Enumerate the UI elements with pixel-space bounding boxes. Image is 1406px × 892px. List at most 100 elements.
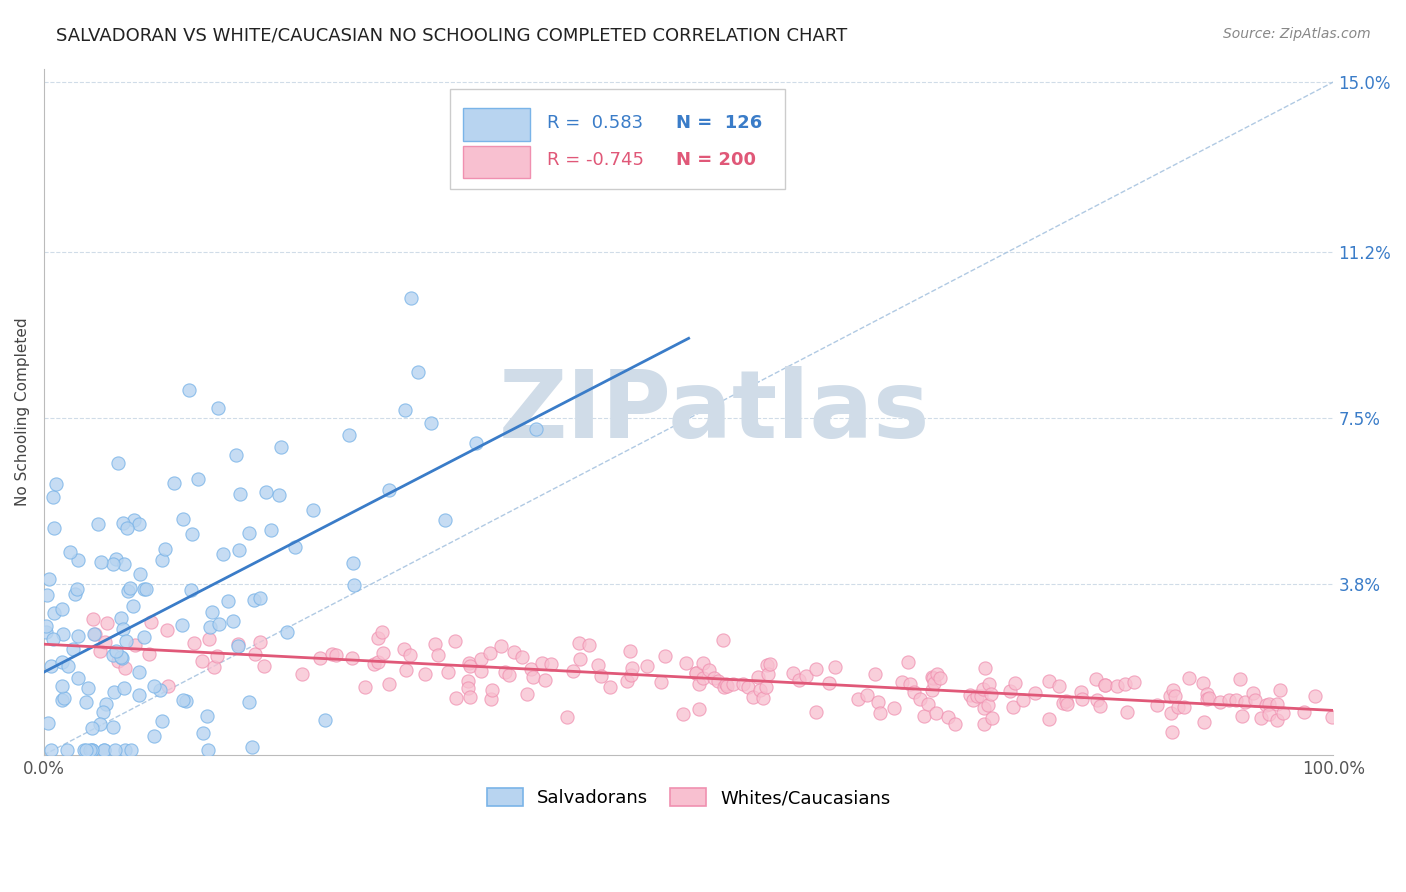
Point: [917, 697, 939, 711]
Point: [1070, 685, 1092, 699]
Point: [93, 743, 115, 757]
Point: [787, 673, 810, 687]
Point: [759, 657, 782, 671]
Point: [51, 692, 73, 706]
Point: [1167, 699, 1189, 714]
Point: [115, 521, 138, 535]
Point: [73, 743, 96, 757]
Point: [998, 684, 1021, 698]
Point: [685, 666, 707, 681]
Point: [111, 651, 134, 665]
Point: [104, 743, 127, 757]
Point: [115, 634, 138, 648]
Point: [90, 556, 112, 570]
Point: [555, 709, 578, 723]
Point: [692, 656, 714, 670]
Point: [457, 673, 479, 688]
Point: [1038, 673, 1060, 688]
Point: [711, 632, 734, 647]
Text: SALVADORAN VS WHITE/CAUCASIAN NO SCHOOLING COMPLETED CORRELATION CHART: SALVADORAN VS WHITE/CAUCASIAN NO SCHOOLI…: [56, 27, 848, 45]
Legend: Salvadorans, Whites/Caucasians: Salvadorans, Whites/Caucasians: [479, 780, 898, 814]
Point: [1197, 692, 1219, 706]
Point: [973, 717, 995, 731]
Point: [883, 700, 905, 714]
Point: [117, 583, 139, 598]
Point: [107, 456, 129, 470]
Point: [927, 666, 949, 681]
Point: [112, 622, 135, 636]
Point: [891, 675, 914, 690]
Point: [83, 627, 105, 641]
Point: [35, 625, 58, 640]
Point: [367, 656, 389, 670]
Point: [619, 668, 641, 682]
Point: [502, 645, 524, 659]
Point: [1038, 712, 1060, 726]
Point: [107, 654, 129, 668]
Point: [51, 655, 73, 669]
Point: [522, 670, 544, 684]
Point: [363, 657, 385, 671]
Point: [284, 540, 307, 554]
Point: [225, 448, 247, 462]
Point: [1229, 672, 1251, 686]
Point: [1191, 676, 1213, 690]
Point: [162, 475, 184, 490]
Point: [66, 671, 89, 685]
Point: [619, 644, 641, 658]
Point: [337, 428, 360, 442]
Point: [498, 668, 520, 682]
Point: [943, 716, 966, 731]
Point: [128, 665, 150, 680]
Point: [394, 663, 416, 677]
Point: [80, 721, 103, 735]
Point: [588, 658, 610, 673]
Point: [201, 605, 224, 619]
Point: [1114, 677, 1136, 691]
Point: [591, 669, 613, 683]
Point: [458, 659, 481, 673]
Point: [707, 673, 730, 688]
Point: [1054, 694, 1077, 708]
Point: [394, 642, 416, 657]
Point: [434, 512, 457, 526]
Point: [1160, 706, 1182, 720]
Point: [568, 636, 591, 650]
Point: [426, 648, 449, 662]
Point: [301, 503, 323, 517]
Point: [1071, 691, 1094, 706]
Point: [470, 652, 492, 666]
Point: [972, 682, 994, 697]
Point: [150, 714, 173, 728]
Point: [104, 644, 127, 658]
Point: [191, 654, 214, 668]
Point: [465, 435, 488, 450]
Point: [1024, 686, 1046, 700]
Point: [470, 664, 492, 678]
Point: [731, 677, 754, 691]
Point: [568, 652, 591, 666]
Point: [755, 657, 778, 672]
Point: [76, 681, 98, 696]
Point: [128, 517, 150, 532]
Point: [903, 684, 925, 698]
Point: [212, 547, 235, 561]
Point: [254, 485, 277, 500]
Point: [616, 674, 638, 689]
Point: [253, 658, 276, 673]
Point: [39, 743, 62, 757]
Point: [1001, 700, 1024, 714]
Point: [910, 692, 932, 706]
Point: [378, 677, 401, 691]
Point: [1292, 705, 1315, 719]
Point: [110, 611, 132, 625]
Point: [41, 490, 63, 504]
Point: [96, 616, 118, 631]
Point: [91, 705, 114, 719]
Point: [110, 650, 132, 665]
Point: [93, 743, 115, 757]
Point: [650, 675, 672, 690]
Point: [1173, 699, 1195, 714]
Point: [524, 422, 547, 436]
Point: [42, 632, 65, 647]
